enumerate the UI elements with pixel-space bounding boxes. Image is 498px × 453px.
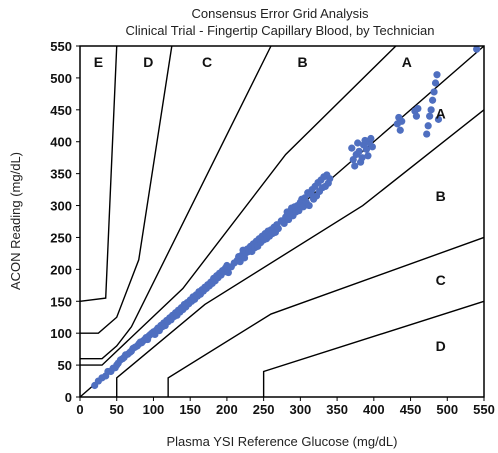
data-point <box>224 268 232 277</box>
x-tick-label: 450 <box>400 402 422 417</box>
y-tick-label: 400 <box>50 135 72 150</box>
x-axis-ticks: 0 50 100 150 200 250 300 350 400 450 500 550 <box>76 397 495 417</box>
y-axis-label: ACON Reading (mg/dL) <box>8 152 23 290</box>
data-point <box>428 96 437 104</box>
data-point <box>355 147 363 155</box>
y-tick-label: 100 <box>50 326 72 341</box>
data-point <box>368 143 376 151</box>
zone-boundary-line-6 <box>116 109 485 397</box>
zone-label-a: A <box>436 106 446 122</box>
zone-boundary-line-3 <box>80 45 272 360</box>
y-tick-label: 250 <box>50 230 72 245</box>
y-tick-label: 450 <box>50 103 72 118</box>
data-point <box>433 71 441 79</box>
zone-boundary-line-7 <box>167 236 485 397</box>
data-point <box>473 45 481 53</box>
data-point <box>427 106 435 114</box>
y-tick-label: 0 <box>65 390 72 405</box>
x-tick-label: 100 <box>143 402 165 417</box>
x-tick-label: 400 <box>363 402 385 417</box>
zone-label-c: C <box>202 54 212 70</box>
x-tick-label: 300 <box>290 402 312 417</box>
zone-label-d: D <box>143 54 153 70</box>
y-tick-label: 350 <box>50 167 72 182</box>
plot-frame <box>79 45 485 398</box>
chart-subtitle: Clinical Trial - Fingertip Capillary Blo… <box>125 23 434 38</box>
data-point <box>367 134 375 143</box>
data-point <box>274 224 282 233</box>
zone-label-e: E <box>94 54 103 70</box>
x-tick-label: 250 <box>253 402 275 417</box>
x-tick-label: 550 <box>473 402 495 417</box>
y-tick-label: 200 <box>50 262 72 277</box>
data-point <box>354 139 362 147</box>
x-tick-label: 50 <box>109 402 123 417</box>
data-points <box>91 45 481 390</box>
chart-title: Consensus Error Grid Analysis <box>191 6 369 21</box>
zone-label-d: D <box>436 338 446 354</box>
x-tick-label: 500 <box>436 402 458 417</box>
x-tick-label: 0 <box>76 402 83 417</box>
zone-boundary-line-8 <box>262 300 485 397</box>
data-point <box>430 88 438 96</box>
x-tick-label: 350 <box>326 402 348 417</box>
data-point <box>423 130 431 138</box>
zone-label-a: A <box>402 54 412 70</box>
data-point <box>434 115 443 123</box>
data-point <box>305 201 313 210</box>
zone-boundary-line-4 <box>80 45 397 366</box>
data-point <box>412 112 421 120</box>
y-axis-ticks: 0 50 100 150 200 250 300 350 400 450 500 550 <box>50 39 80 405</box>
data-point <box>358 154 366 162</box>
data-point <box>326 175 334 183</box>
y-tick-label: 50 <box>58 358 72 373</box>
data-point <box>396 126 404 134</box>
zone-boundary-line-1 <box>79 45 118 302</box>
data-point <box>364 152 372 160</box>
y-tick-label: 150 <box>50 294 72 309</box>
data-point <box>414 104 422 113</box>
data-point <box>348 144 356 152</box>
x-tick-label: 150 <box>179 402 201 417</box>
data-point <box>398 117 406 125</box>
data-point <box>424 122 432 130</box>
x-axis-label: Plasma YSI Reference Glucose (mg/dL) <box>167 434 398 449</box>
y-tick-label: 500 <box>50 71 72 86</box>
data-point <box>351 162 359 170</box>
zone-label-b: B <box>298 54 308 70</box>
zone-label-b: B <box>436 188 446 204</box>
y-tick-label: 550 <box>50 39 72 54</box>
data-point <box>431 79 440 87</box>
data-point <box>426 112 434 120</box>
zone-boundary-line-2 <box>80 45 173 334</box>
y-tick-label: 300 <box>50 199 72 214</box>
x-tick-label: 200 <box>216 402 238 417</box>
zone-labels: E D C B A A B C D <box>94 54 446 354</box>
zone-label-c: C <box>436 272 446 288</box>
data-point <box>362 145 371 153</box>
